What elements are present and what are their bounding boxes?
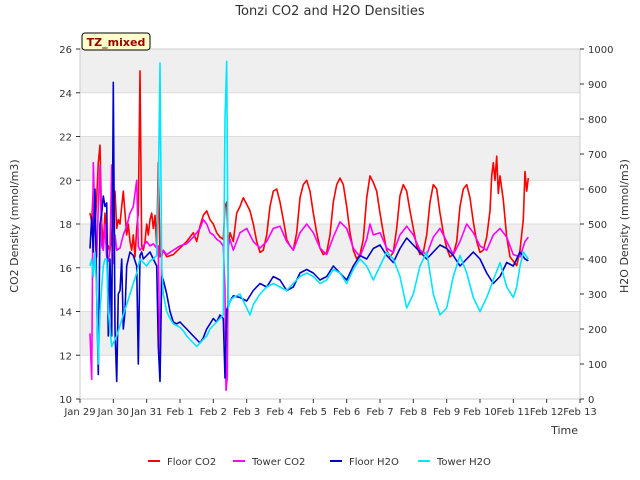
series-line-tower-h2o (89, 60, 529, 365)
series-line-tower-co2 (89, 161, 529, 392)
x-tick-label: Feb 3 (233, 407, 260, 418)
x-tick-label: Feb 13 (563, 407, 597, 418)
x-tick-label: Jan 31 (130, 407, 162, 418)
site-badge-label: TZ_mixed (87, 36, 146, 49)
legend-label: Tower CO2 (251, 457, 305, 468)
y-right-tick-label: 200 (588, 325, 607, 336)
y-left-tick-label: 16 (59, 264, 72, 275)
site-badge: TZ_mixed (81, 32, 151, 51)
y-left-tick-label: 24 (59, 89, 72, 100)
plot-band (80, 311, 580, 356)
plot-band (80, 136, 580, 181)
y-right-tick-label: 800 (588, 115, 607, 126)
y-right-tick-label: 700 (588, 150, 607, 161)
y-axis-left-label: CO2 Density (mmol/m3) (8, 159, 21, 292)
x-axis-label: Time (550, 424, 578, 437)
x-tick-label: Feb 7 (366, 407, 393, 418)
y-right-tick-label: 600 (588, 185, 607, 196)
y-right-tick-label: 900 (588, 80, 607, 91)
y-left-tick-label: 22 (59, 133, 72, 144)
y-right-tick-label: 100 (588, 360, 607, 371)
x-tick-label: Jan 29 (63, 407, 95, 418)
legend-label: Floor CO2 (167, 457, 216, 468)
y-left-tick-label: 10 (59, 395, 72, 406)
x-tick-label: Feb 1 (166, 407, 193, 418)
x-tick-label: Feb 11 (497, 407, 531, 418)
y-left-tick-label: 20 (59, 176, 72, 187)
x-tick-label: Feb 12 (530, 407, 564, 418)
legend-label: Tower H2O (436, 457, 491, 468)
series-layer (89, 60, 530, 392)
y-right-tick-label: 400 (588, 255, 607, 266)
y-left-tick-label: 18 (59, 220, 72, 231)
y-axis-right-label: H2O Density (mmol/m3) (618, 159, 631, 293)
x-tick-label: Feb 6 (333, 407, 360, 418)
series-line-floor-co2 (89, 70, 530, 267)
plot-band (80, 49, 580, 93)
x-tick-label: Feb 8 (400, 407, 427, 418)
series-line-floor-h2o (89, 81, 529, 383)
y-right-tick-label: 500 (588, 220, 607, 231)
x-tick-label: Feb 5 (300, 407, 327, 418)
x-tick-label: Feb 10 (463, 407, 497, 418)
x-axis: Jan 29 Jan 30 Jan 31 Feb 1 Feb 2 Feb 3 Feb 4 Fe… (63, 399, 597, 418)
y-right-tick-label: 300 (588, 290, 607, 301)
y-axis-right: 0 100 200 300 400 500 600 700 800 900 1000 (580, 45, 613, 406)
y-right-tick-label: 1000 (588, 45, 613, 56)
y-left-tick-label: 26 (59, 45, 72, 56)
y-left-tick-label: 12 (59, 351, 72, 362)
chart-title: Tonzi CO2 and H2O Densities (234, 4, 425, 19)
x-tick-label: Jan 30 (97, 407, 129, 418)
legend: Floor CO2 Tower CO2 Floor H2O Tower H2O (148, 457, 491, 468)
y-left-tick-label: 14 (59, 308, 72, 319)
x-tick-label: Feb 4 (266, 407, 293, 418)
x-tick-label: Feb 9 (433, 407, 460, 418)
legend-label: Floor H2O (349, 457, 399, 468)
x-tick-label: Feb 2 (200, 407, 227, 418)
y-axis-left: 10 12 14 16 18 20 22 24 26 (59, 45, 80, 406)
y-right-tick-label: 0 (588, 395, 594, 406)
